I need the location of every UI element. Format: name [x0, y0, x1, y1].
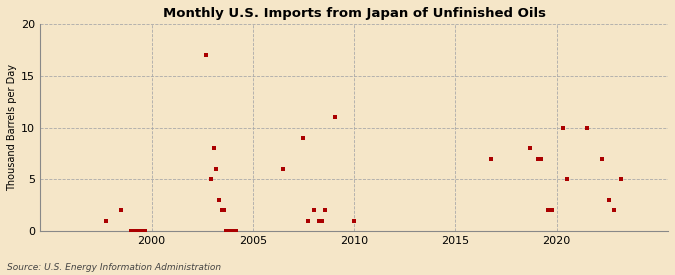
Point	[603, 198, 614, 202]
Point	[227, 229, 238, 233]
Point	[616, 177, 626, 182]
Point	[558, 125, 569, 130]
Title: Monthly U.S. Imports from Japan of Unfinished Oils: Monthly U.S. Imports from Japan of Unfin…	[163, 7, 545, 20]
Point	[140, 229, 151, 233]
Point	[278, 167, 289, 171]
Point	[223, 229, 234, 233]
Point	[138, 229, 148, 233]
Point	[317, 219, 327, 223]
Point	[219, 208, 230, 213]
Point	[308, 208, 319, 213]
Point	[101, 219, 111, 223]
Point	[303, 219, 314, 223]
Text: Source: U.S. Energy Information Administration: Source: U.S. Energy Information Administ…	[7, 263, 221, 272]
Point	[211, 167, 221, 171]
Point	[582, 125, 593, 130]
Point	[217, 208, 227, 213]
Point	[131, 229, 142, 233]
Point	[200, 53, 211, 57]
Point	[136, 229, 146, 233]
Point	[320, 208, 331, 213]
Point	[562, 177, 572, 182]
Point	[222, 229, 233, 233]
Point	[231, 229, 242, 233]
Point	[543, 208, 554, 213]
Point	[213, 198, 224, 202]
Point	[229, 229, 240, 233]
Y-axis label: Thousand Barrels per Day: Thousand Barrels per Day	[7, 64, 17, 191]
Point	[536, 156, 547, 161]
Point	[485, 156, 496, 161]
Point	[349, 219, 360, 223]
Point	[609, 208, 620, 213]
Point	[225, 229, 236, 233]
Point	[597, 156, 608, 161]
Point	[330, 115, 341, 119]
Point	[130, 229, 140, 233]
Point	[524, 146, 535, 150]
Point	[298, 136, 309, 140]
Point	[115, 208, 126, 213]
Point	[134, 229, 145, 233]
Point	[546, 208, 557, 213]
Point	[128, 229, 138, 233]
Point	[132, 229, 143, 233]
Point	[126, 229, 136, 233]
Point	[533, 156, 543, 161]
Point	[221, 229, 232, 233]
Point	[313, 219, 324, 223]
Point	[205, 177, 216, 182]
Point	[209, 146, 219, 150]
